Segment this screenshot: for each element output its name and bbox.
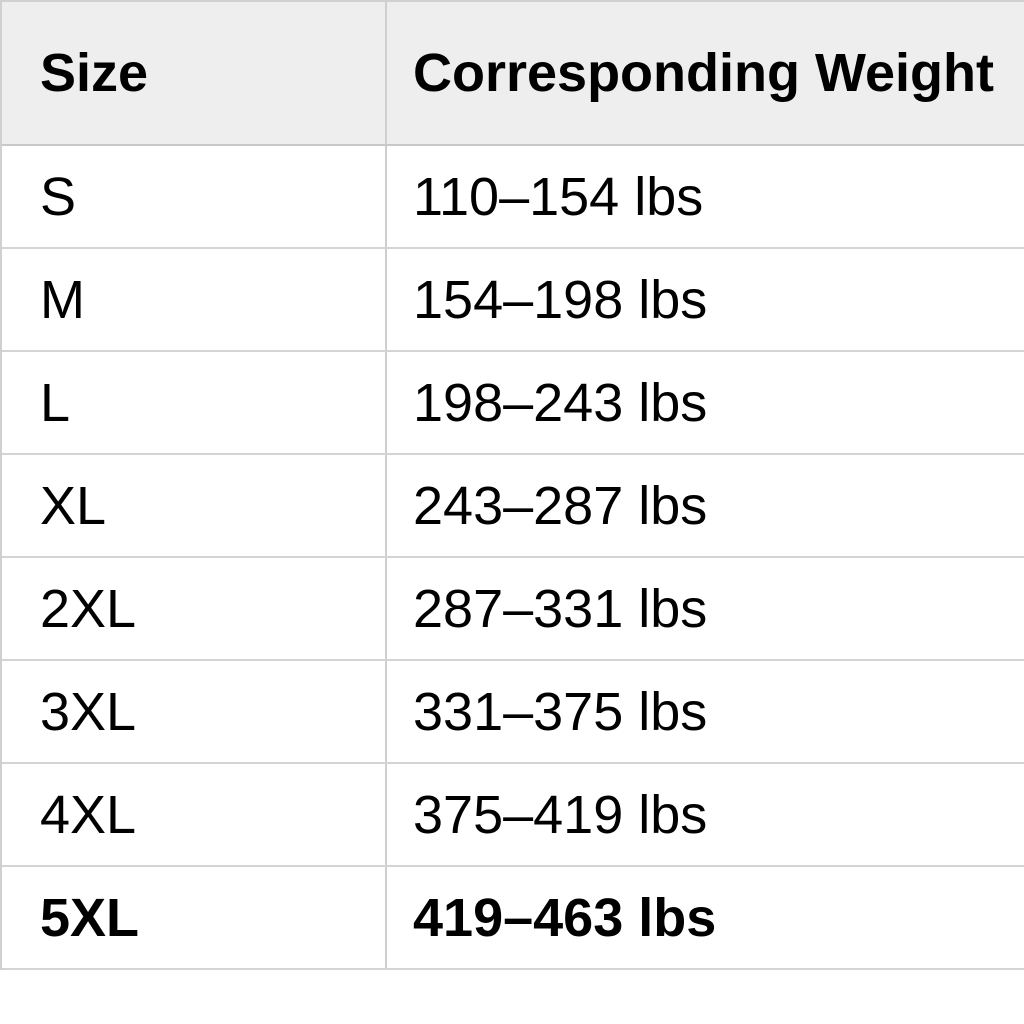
weight-cell: 198–243 lbs <box>413 372 708 433</box>
table-header-row: Size Corresponding Weight <box>2 2 1024 146</box>
size-cell: XL <box>2 455 387 556</box>
table-row: 4XL 375–419 lbs <box>2 764 1024 867</box>
weight-cell: 419–463 lbs <box>413 887 717 948</box>
weight-cell: 331–375 lbs <box>413 681 708 742</box>
table-row: 2XL 287–331 lbs <box>2 558 1024 661</box>
size-cell: L <box>2 352 387 453</box>
size-cell: 4XL <box>2 764 387 865</box>
weight-cell: 287–331 lbs <box>413 578 708 639</box>
size-cell: 3XL <box>2 661 387 762</box>
weight-cell: 243–287 lbs <box>413 475 708 536</box>
size-weight-table: Size Corresponding Weight S 110–154 lbs M 1… <box>0 0 1024 970</box>
table-row: M 154–198 lbs <box>2 249 1024 352</box>
header-size: Size <box>2 2 387 144</box>
weight-cell: 375–419 lbs <box>413 784 708 845</box>
table-row: S 110–154 lbs <box>2 146 1024 249</box>
size-cell: 5XL <box>2 867 387 968</box>
table-row: 5XL 419–463 lbs <box>2 867 1024 970</box>
size-cell: S <box>2 146 387 247</box>
table-row: 3XL 331–375 lbs <box>2 661 1024 764</box>
table-row: L 198–243 lbs <box>2 352 1024 455</box>
header-weight: Corresponding Weight <box>413 43 994 103</box>
size-cell: 2XL <box>2 558 387 659</box>
weight-cell: 154–198 lbs <box>413 269 708 330</box>
table-row: XL 243–287 lbs <box>2 455 1024 558</box>
weight-cell: 110–154 lbs <box>413 166 704 227</box>
size-cell: M <box>2 249 387 350</box>
